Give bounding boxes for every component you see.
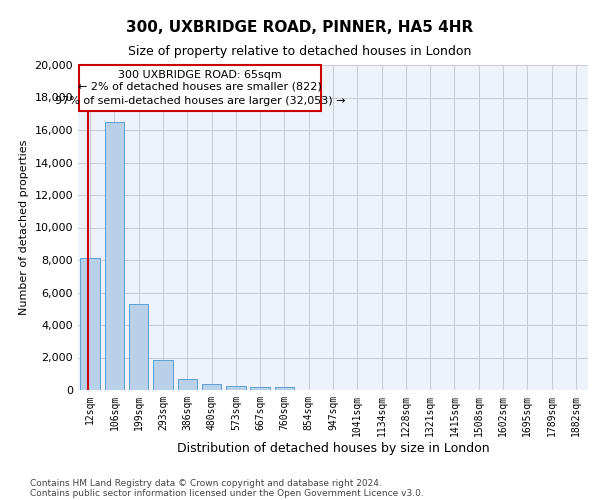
Bar: [79, 65, 321, 110]
Text: Contains HM Land Registry data © Crown copyright and database right 2024.: Contains HM Land Registry data © Crown c…: [30, 478, 382, 488]
Bar: [202, 384, 221, 390]
X-axis label: Distribution of detached houses by size in London: Distribution of detached houses by size …: [176, 442, 490, 454]
Text: 300 UXBRIDGE ROAD: 65sqm: 300 UXBRIDGE ROAD: 65sqm: [118, 70, 282, 80]
Text: ← 2% of detached houses are smaller (822): ← 2% of detached houses are smaller (822…: [78, 81, 322, 91]
Text: Size of property relative to detached houses in London: Size of property relative to detached ho…: [128, 45, 472, 58]
Bar: [226, 386, 245, 390]
Bar: [250, 387, 270, 390]
Bar: [275, 387, 294, 390]
Text: 97% of semi-detached houses are larger (32,053) →: 97% of semi-detached houses are larger (…: [55, 96, 345, 106]
Bar: [129, 304, 148, 390]
Bar: [178, 378, 197, 390]
Text: Contains public sector information licensed under the Open Government Licence v3: Contains public sector information licen…: [30, 488, 424, 498]
Text: 300, UXBRIDGE ROAD, PINNER, HA5 4HR: 300, UXBRIDGE ROAD, PINNER, HA5 4HR: [127, 20, 473, 35]
Bar: [153, 360, 173, 390]
Bar: [105, 122, 124, 390]
Bar: [80, 258, 100, 390]
Y-axis label: Number of detached properties: Number of detached properties: [19, 140, 29, 315]
